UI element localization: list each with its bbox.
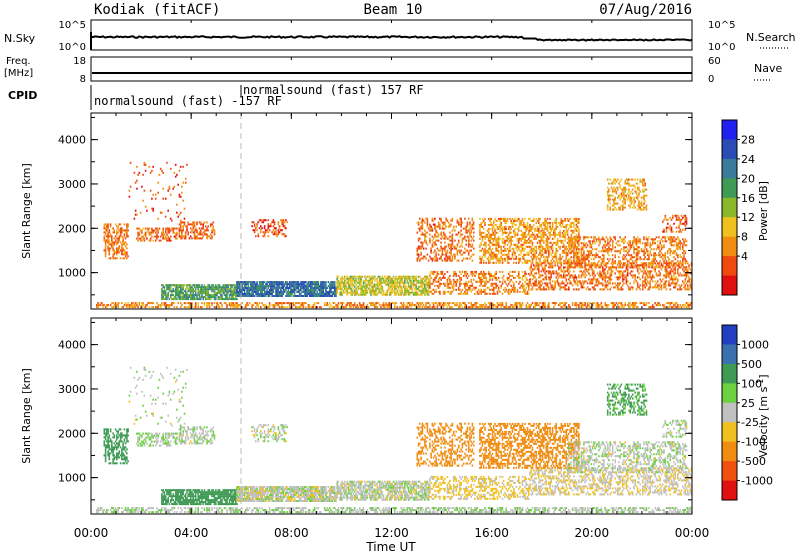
y-tick-label: 3000 (58, 383, 86, 396)
y-tick-label: 4000 (58, 134, 86, 147)
title-center: Beam 10 (363, 2, 422, 18)
freq-left-tick-top: 18 (73, 56, 86, 67)
cpid-label: CPID (8, 89, 37, 102)
y-tick-label: 2000 (58, 427, 86, 440)
x-tick-label: 00:00 (675, 526, 710, 540)
colorbar-tick-label: 20 (741, 172, 755, 185)
noise-right-tick-bottom: 10^0 (708, 42, 735, 53)
y-tick-label: 2000 (58, 222, 86, 235)
velocity-colorbar: 1000 500 100 25 -25 -100 -500 -1000 (721, 324, 773, 501)
freq-right-tick-top: 60 (708, 56, 721, 67)
x-axis: 00:00 04:00 08:00 12:00 16:00 20:00 00:00 (74, 20, 710, 540)
title-left: Kodiak (fitACF) (94, 2, 220, 18)
cpid-program-2: normalsound (fast) 157 RF (243, 83, 424, 97)
velocity-ylabel: Slant Range [km] (20, 368, 33, 464)
colorbar-tick-label: 28 (741, 133, 755, 146)
power-colorbar-label: Power [dB] (757, 181, 770, 241)
freq-label-2: [MHz] (4, 68, 33, 79)
colorbar-tick-label: 8 (741, 231, 748, 244)
x-tick-label: 12:00 (374, 526, 409, 540)
velocity-panel: 1000 2000 3000 4000 Slant Range [km] 1000 50… (20, 317, 773, 515)
colorbar-tick-label: -500 (741, 455, 766, 468)
colorbar-tick-label: 1000 (741, 338, 769, 351)
power-panel: 1000 2000 3000 4000 Slant Range [km] 4 8 12 16… (20, 112, 770, 310)
velocity-colorbar-label: Velocity [m s-1] (756, 374, 770, 457)
colorbar-tick-label: 24 (741, 153, 755, 166)
colorbar-tick-label: -25 (741, 416, 759, 429)
freq-label-1: Freq. (6, 56, 31, 67)
y-tick-label: 4000 (58, 339, 86, 352)
cpid-panel: CPID normalsound (fast) -157 RF normalso… (8, 83, 424, 110)
frequency-panel: Freq. [MHz] 18 8 60 0 Nave (4, 56, 782, 85)
x-tick-label: 16:00 (474, 526, 509, 540)
colorbar-tick-label: 12 (741, 211, 755, 224)
noise-left-tick-bottom: 10^0 (59, 42, 86, 53)
noise-sky-line (90, 35, 693, 42)
x-tick-label: 08:00 (274, 526, 309, 540)
y-tick-label: 1000 (58, 472, 86, 485)
x-tick-label: 04:00 (174, 526, 209, 540)
colorbar-tick-label: 100 (741, 377, 762, 390)
power-colorbar: 4 8 12 16 20 24 28 (721, 119, 755, 296)
title-right: 07/Aug/2016 (599, 2, 692, 18)
x-tick-label: 00:00 (74, 526, 109, 540)
noise-panel: N.Sky N.Search 10^5 10^0 10^5 10^0 (4, 19, 796, 53)
x-axis-label: Time UT (365, 540, 416, 554)
nave-label: Nave (754, 62, 782, 75)
noise-label-left: N.Sky (4, 32, 36, 45)
colorbar-tick-label: 16 (741, 192, 755, 205)
velocity-echoes (96, 366, 693, 514)
noise-label-right: N.Search (746, 31, 796, 44)
power-echoes (96, 161, 693, 309)
power-ylabel: Slant Range [km] (20, 163, 33, 259)
colorbar-tick-label: 500 (741, 358, 762, 371)
y-tick-label: 3000 (58, 178, 86, 191)
colorbar-tick-label: -1000 (741, 475, 773, 488)
freq-left-tick-bottom: 8 (80, 74, 86, 85)
noise-left-tick-top: 10^5 (59, 20, 86, 31)
colorbar-tick-label: 4 (741, 250, 748, 263)
noise-right-tick-top: 10^5 (708, 20, 735, 31)
colorbar-tick-label: -100 (741, 436, 766, 449)
cpid-program-1: normalsound (fast) -157 RF (94, 94, 282, 108)
freq-right-tick-bottom: 0 (708, 74, 714, 85)
y-tick-label: 1000 (58, 267, 86, 280)
colorbar-tick-label: 25 (741, 397, 755, 410)
x-tick-label: 20:00 (575, 526, 610, 540)
